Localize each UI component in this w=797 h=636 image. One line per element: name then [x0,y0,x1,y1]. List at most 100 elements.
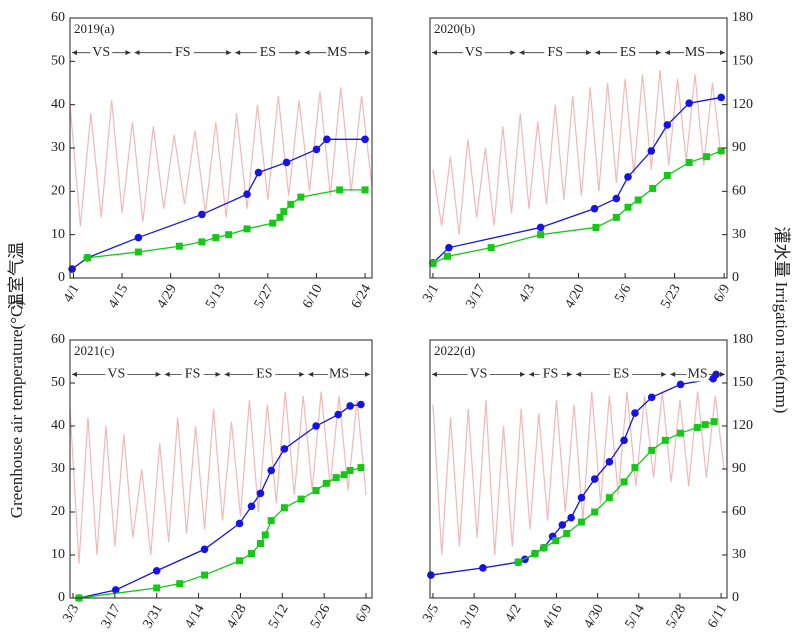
y2-label: 灌水量 Irrigation rate(mm) [772,227,791,414]
stage-label: VS [470,367,488,382]
y-tick-label: 30 [51,140,65,155]
marker [361,186,369,194]
y-tick-label: 30 [51,461,65,476]
marker [701,421,709,429]
marker [663,121,672,129]
marker [577,518,585,526]
marker [443,252,451,260]
marker [261,531,269,539]
marker [134,233,143,242]
x-tick-label: 4/20 [562,282,587,311]
y2-tick-label: 30 [732,227,746,242]
x-tick-label: 4/15 [106,282,131,311]
marker [267,466,276,475]
x-tick-label: 3/5 [420,602,442,625]
marker [661,436,669,444]
series-line [70,87,372,227]
y2-tick-label: 0 [732,270,739,285]
x-tick-label: 5/27 [252,282,277,311]
stage-label-bg [253,367,276,382]
series-line [432,96,722,264]
marker [710,418,718,426]
stage-label: MS [329,367,349,382]
marker [649,184,657,192]
panel-title: 2020(b) [434,21,475,36]
stage-label: FS [175,45,191,60]
marker [153,584,161,592]
marker [235,519,244,528]
x-tick-label: 4/1 [61,282,83,305]
marker [605,494,613,502]
x-tick-label: 4/14 [182,602,207,631]
marker [280,208,288,216]
y-tick-label: 60 [51,332,65,347]
y2-tick-label: 150 [732,375,753,390]
x-tick-label: 5/14 [623,602,648,631]
marker [175,242,183,250]
series-line [432,391,725,556]
marker [111,586,120,594]
y-tick-label: 60 [51,10,65,25]
stage-label: VS [107,367,125,382]
marker [631,464,639,472]
stage-label-bg [610,367,633,382]
stage-label: ES [620,45,636,60]
marker [361,135,369,144]
stage-label-bg [544,45,567,60]
marker [340,471,348,479]
stage-label: MS [327,45,347,60]
marker [198,238,206,246]
stage-label: MS [685,45,705,60]
marker [620,436,628,445]
stage-label: FS [543,367,559,382]
panel-title: 2022(d) [434,343,475,358]
marker [269,219,277,227]
y-tick-label: 10 [51,547,65,562]
marker [256,540,264,548]
marker [297,193,305,201]
marker [693,423,701,431]
y-tick-label: 0 [58,270,65,285]
marker [247,550,255,558]
marker [243,225,251,233]
series-line [71,138,366,270]
series-line [432,69,722,235]
marker [201,571,209,579]
marker [287,200,295,208]
marker [634,196,642,204]
stage-label: FS [185,367,201,382]
marker [592,223,600,231]
series-line [87,189,366,259]
stage-label-bg [683,45,706,60]
marker [254,168,263,177]
stage-label-bg [256,45,279,60]
marker [590,204,599,213]
x-tick-label: 5/6 [612,282,634,305]
x-tick-label: 4/16 [540,602,565,631]
x-tick-label: 5/12 [266,602,291,631]
y-tick-label: 40 [51,418,65,433]
x-tick-label: 3/3 [60,602,82,625]
marker [558,521,567,529]
stage-label: ES [256,367,272,382]
x-tick-label: 5/23 [658,282,683,311]
marker [591,508,599,516]
marker [685,158,693,166]
x-tick-label: 6/10 [300,282,325,311]
stage-arrow [529,371,573,377]
y2-tick-label: 120 [732,97,753,112]
marker [590,475,599,483]
marker [577,493,586,502]
stage-label: FS [547,45,563,60]
stage-label-bg [171,45,194,60]
stage-label-bg [462,45,485,60]
marker [323,135,331,144]
y-tick-label: 50 [51,375,65,390]
stage-label-bg [326,45,349,60]
marker [479,564,487,572]
x-tick-label: 4/30 [581,602,606,631]
stage-label: VS [465,45,483,60]
stage-label-bg [105,367,128,382]
marker [663,171,671,179]
y-label: Greenhouse air temperature(°C) [7,300,26,518]
